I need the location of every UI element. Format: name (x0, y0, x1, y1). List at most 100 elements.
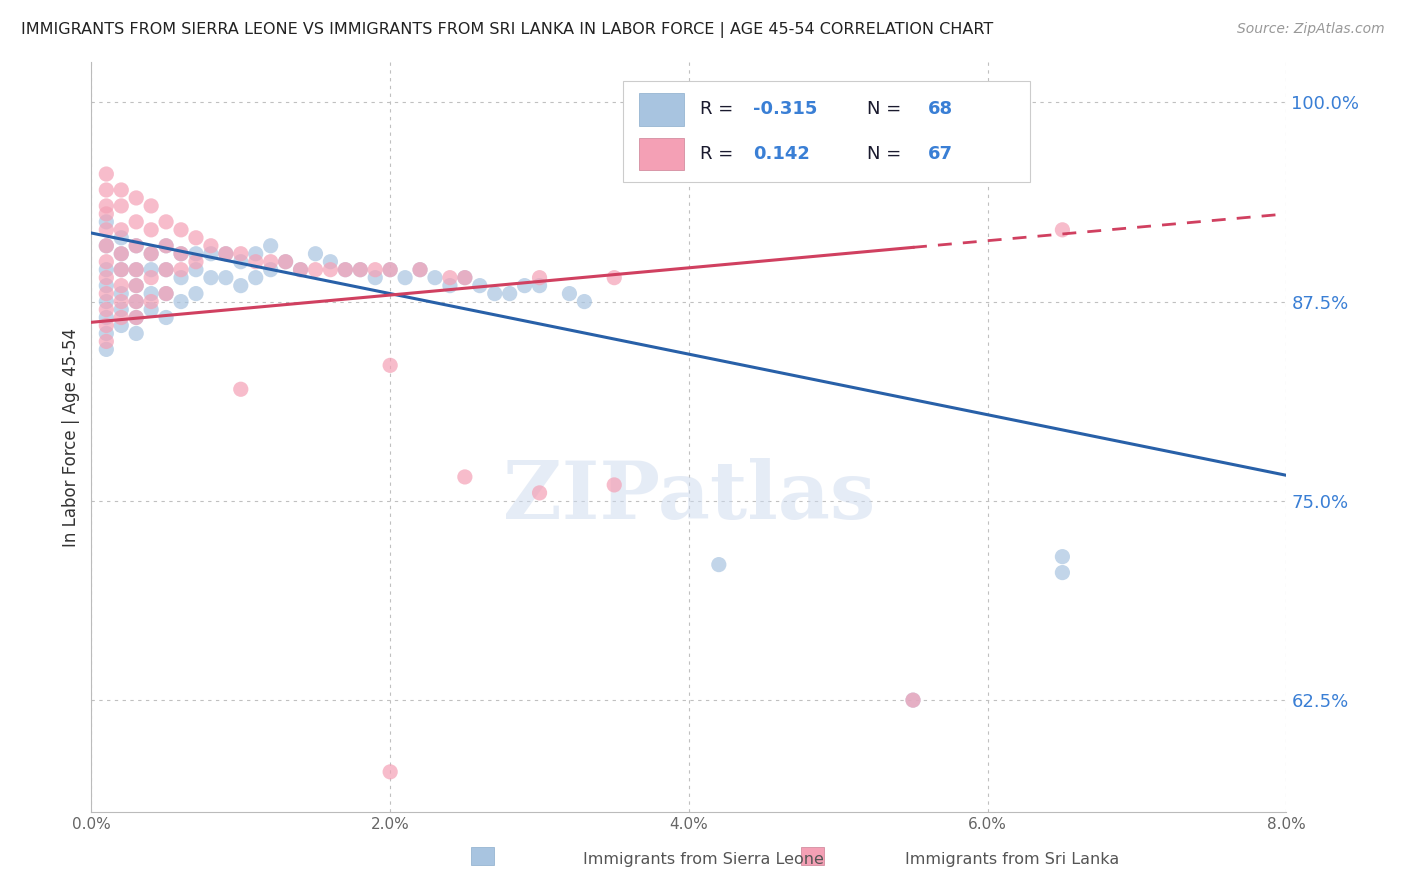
Point (141, 246, 162, 260)
Point (125, 191, 148, 205)
Point (170, 262, 193, 277)
Point (468, 278, 491, 293)
Point (96, 286, 118, 301)
Point (110, 199, 132, 213)
Point (141, 270, 162, 285)
Point (96, 167, 118, 181)
Point (110, 286, 132, 301)
Point (259, 262, 281, 277)
Point (155, 262, 177, 277)
Point (378, 262, 402, 277)
Point (394, 270, 416, 285)
Point (125, 310, 148, 325)
Point (141, 199, 162, 213)
Point (155, 310, 177, 325)
Point (409, 262, 432, 277)
Point (229, 254, 252, 268)
Text: Immigrants from Sierra Leone: Immigrants from Sierra Leone (582, 852, 824, 867)
Point (96, 343, 118, 357)
Point (125, 239, 148, 253)
Point (110, 183, 132, 197)
Point (335, 262, 357, 277)
Point (1052, 223, 1074, 237)
Point (184, 286, 207, 301)
Point (96, 334, 118, 349)
Point (125, 262, 148, 277)
Point (200, 246, 222, 260)
Point (229, 246, 252, 260)
Point (170, 223, 193, 237)
Point (304, 262, 326, 277)
Point (901, 693, 924, 707)
Point (96, 318, 118, 333)
Point (110, 294, 132, 309)
Point (125, 262, 148, 277)
Point (141, 246, 162, 260)
Point (574, 294, 596, 309)
Point (200, 270, 222, 285)
Point (110, 278, 132, 293)
Point (454, 270, 477, 285)
Point (96, 302, 118, 317)
Point (110, 246, 132, 260)
Point (513, 278, 536, 293)
Point (603, 270, 626, 285)
Point (96, 262, 118, 277)
Point (96, 239, 118, 253)
Point (215, 246, 238, 260)
Point (125, 278, 148, 293)
Point (603, 478, 626, 492)
Point (96, 326, 118, 341)
Point (290, 262, 312, 277)
Point (96, 207, 118, 221)
Point (96, 310, 118, 325)
Point (454, 270, 477, 285)
Point (96, 183, 118, 197)
Text: Immigrants from Sri Lanka: Immigrants from Sri Lanka (905, 852, 1119, 867)
Point (707, 558, 730, 572)
Point (184, 254, 207, 268)
Point (245, 270, 267, 285)
Point (184, 231, 207, 245)
Point (1052, 566, 1074, 580)
Point (245, 254, 267, 268)
Point (170, 246, 193, 260)
Point (439, 270, 461, 285)
Point (125, 294, 148, 309)
Point (125, 310, 148, 325)
Point (200, 239, 222, 253)
Point (110, 262, 132, 277)
Point (170, 270, 193, 285)
Point (170, 246, 193, 260)
Point (274, 254, 297, 268)
Point (125, 278, 148, 293)
Point (96, 254, 118, 268)
Point (110, 318, 132, 333)
FancyBboxPatch shape (801, 847, 824, 865)
Point (96, 294, 118, 309)
Point (558, 286, 581, 301)
Point (498, 286, 520, 301)
Point (229, 278, 252, 293)
Point (110, 223, 132, 237)
Point (155, 239, 177, 253)
Point (125, 239, 148, 253)
Point (96, 199, 118, 213)
Point (335, 262, 357, 277)
Point (454, 470, 477, 484)
Point (378, 262, 402, 277)
Point (96, 223, 118, 237)
Point (409, 262, 432, 277)
Point (378, 764, 402, 779)
Point (96, 278, 118, 293)
Point (319, 262, 342, 277)
Point (364, 262, 387, 277)
Text: IMMIGRANTS FROM SIERRA LEONE VS IMMIGRANTS FROM SRI LANKA IN LABOR FORCE | AGE 4: IMMIGRANTS FROM SIERRA LEONE VS IMMIGRAN… (21, 22, 994, 38)
Point (155, 239, 177, 253)
Point (364, 270, 387, 285)
Y-axis label: In Labor Force | Age 45-54: In Labor Force | Age 45-54 (62, 327, 80, 547)
Point (141, 262, 162, 277)
Point (439, 278, 461, 293)
Point (155, 215, 177, 229)
Point (110, 246, 132, 260)
